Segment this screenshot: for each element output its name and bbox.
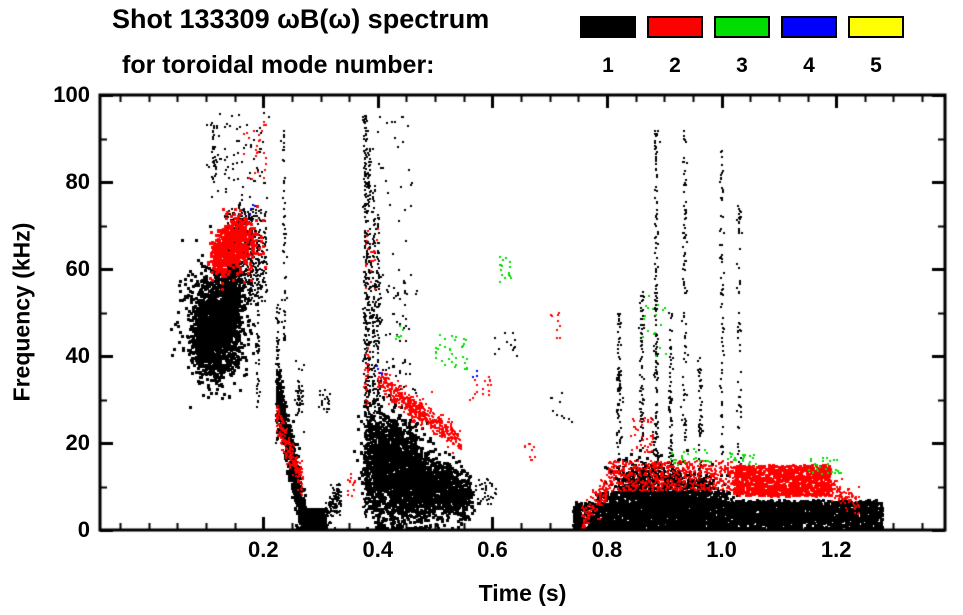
x-tick-label: 0.2 xyxy=(247,537,279,562)
legend-numbers: 1 2 3 4 5 xyxy=(580,54,904,78)
x-tick-label: 1.2 xyxy=(820,537,852,562)
x-tick-label: 0.4 xyxy=(362,537,394,562)
chart-title: Shot 133309 ωB(ω) spectrum xyxy=(112,4,490,34)
y-tick-label: 80 xyxy=(65,169,90,194)
legend-swatches xyxy=(580,16,904,38)
y-tick-label: 0 xyxy=(77,517,90,542)
x-tick-label: 0.8 xyxy=(591,537,623,562)
y-tick-label: 100 xyxy=(53,82,90,107)
legend-swatch xyxy=(647,16,703,38)
legend-number: 1 xyxy=(602,54,614,77)
legend-number: 4 xyxy=(803,54,815,77)
x-axis-title: Time (s) xyxy=(478,580,567,606)
y-axis-title: Frequency (kHz) xyxy=(8,222,35,402)
legend-swatch xyxy=(580,16,636,38)
legend-number: 2 xyxy=(669,54,681,77)
y-tick-label: 60 xyxy=(65,256,90,281)
legend-number: 5 xyxy=(870,54,882,77)
legend-swatch xyxy=(781,16,837,38)
legend-swatch xyxy=(714,16,770,38)
x-tick-label: 0.6 xyxy=(477,537,508,562)
chart-subtitle: for toroidal mode number: xyxy=(122,51,435,79)
y-tick-label: 40 xyxy=(65,343,90,368)
legend-number: 3 xyxy=(736,54,748,77)
x-tick-label: 1.0 xyxy=(706,537,737,562)
y-tick-label: 20 xyxy=(65,430,90,455)
legend-swatch xyxy=(848,16,904,38)
